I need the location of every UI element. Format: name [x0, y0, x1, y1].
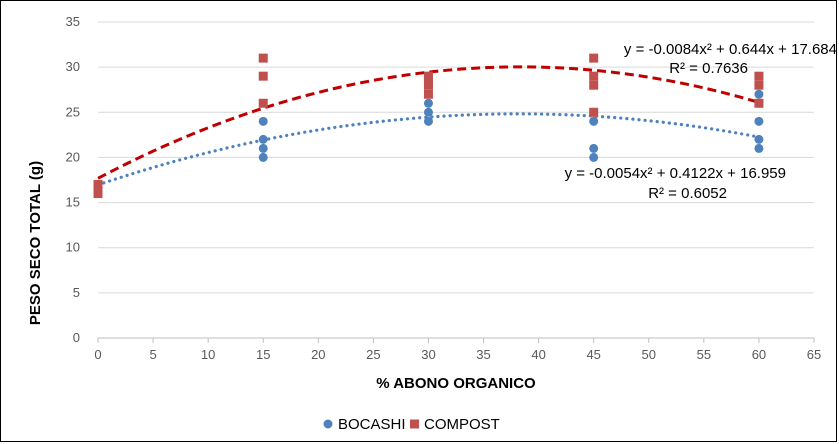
x-tick-label: 10: [201, 347, 215, 362]
compost-trendline-equation: y = -0.0084x² + 0.644x + 17.684: [624, 41, 837, 58]
x-tick-label: 15: [256, 347, 270, 362]
axes: [97, 337, 815, 343]
compost-point: [258, 53, 268, 63]
compost-point: [93, 184, 103, 194]
bocashi-point: [589, 116, 599, 126]
x-tick-label: 30: [421, 347, 435, 362]
compost-trendline-r2: R² = 0.7636: [669, 60, 748, 77]
x-tick-label: 0: [94, 347, 101, 362]
y-tick-labels: 0 5 10 15 20 25 30 35: [66, 14, 80, 345]
y-tick-label: 10: [66, 240, 80, 255]
y-tick-label: 30: [66, 59, 80, 74]
bocashi-point: [423, 107, 433, 117]
bocashi-point: [754, 89, 764, 99]
x-tick-label: 25: [366, 347, 380, 362]
x-tick-label: 50: [642, 347, 656, 362]
x-tick-labels: 0 5 10 15 20 25 30 35 40 45 50 55 60 65: [94, 347, 821, 362]
compost-point: [754, 71, 764, 81]
bocashi-trendline-r2: R² = 0.6052: [648, 185, 727, 202]
x-tick-label: 55: [697, 347, 711, 362]
bocashi-point: [258, 116, 268, 126]
legend-compost-label: COMPOST: [424, 416, 500, 433]
data-points: [93, 53, 764, 199]
legend-compost-marker: [410, 419, 419, 429]
y-tick-label: 20: [66, 149, 80, 164]
bocashi-point: [754, 143, 764, 153]
compost-point: [754, 98, 764, 108]
trendlines: [96, 65, 761, 187]
y-tick-label: 0: [73, 330, 80, 345]
bocashi-point: [423, 98, 433, 108]
y-tick-label: 15: [66, 195, 80, 210]
bocashi-point: [258, 152, 268, 162]
gridlines: [98, 21, 814, 294]
bocashi-point: [589, 143, 599, 153]
x-tick-label: 40: [531, 347, 545, 362]
compost-point: [754, 80, 764, 90]
bocashi-point: [754, 116, 764, 126]
bocashi-point: [423, 116, 433, 126]
compost-point: [423, 89, 433, 99]
bocashi-trendline-equation: y = -0.0054x² + 0.4122x + 16.959: [565, 165, 786, 182]
compost-point: [258, 98, 268, 108]
legend-bocashi-label: BOCASHI: [338, 416, 406, 433]
compost-point: [423, 71, 433, 81]
compost-point: [589, 53, 599, 63]
compost-point: [589, 71, 599, 81]
y-tick-label: 5: [73, 285, 80, 300]
bocashi-point: [589, 152, 599, 162]
legend-bocashi-marker: [323, 419, 333, 429]
compost-point: [589, 107, 599, 117]
compost-point: [258, 71, 268, 81]
compost-point: [93, 180, 103, 190]
x-tick-label: 60: [752, 347, 766, 362]
x-tick-label: 65: [807, 347, 821, 362]
bocashi-point: [754, 134, 764, 144]
compost-point: [93, 189, 103, 199]
x-tick-label: 20: [311, 347, 325, 362]
x-tick-label: 35: [476, 347, 490, 362]
bocashi-point: [258, 143, 268, 153]
x-tick-label: 45: [586, 347, 600, 362]
bocashi-point: [258, 134, 268, 144]
x-axis-title: % ABONO ORGANICO: [376, 375, 536, 392]
y-tick-label: 25: [66, 104, 80, 119]
y-tick-label: 35: [66, 14, 80, 29]
legend: BOCASHI COMPOST: [323, 416, 500, 433]
bocashi-trendline: [96, 112, 761, 187]
x-tick-label: 5: [149, 347, 156, 362]
compost-point: [423, 76, 433, 86]
y-axis-title: PESO SECO TOTAL (g): [27, 161, 44, 325]
compost-point: [423, 80, 433, 90]
compost-point: [589, 80, 599, 90]
